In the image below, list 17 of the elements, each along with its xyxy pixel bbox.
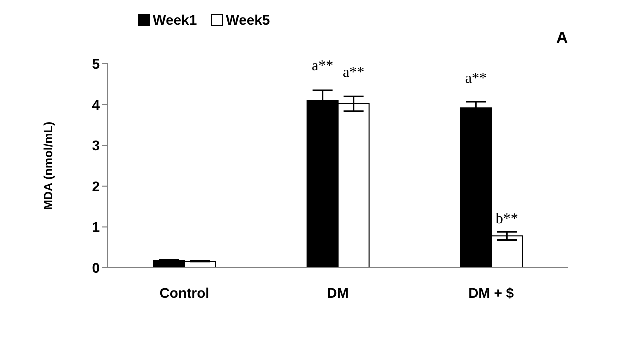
y-tick-label: 5: [92, 56, 100, 72]
annotation: a**: [312, 58, 334, 75]
annotation: a**: [465, 70, 488, 87]
x-tick-label: DM: [327, 284, 349, 301]
y-tick-label: 4: [92, 96, 100, 113]
y-tick-label: 3: [92, 138, 100, 154]
x-tick-label: DM + $: [468, 284, 514, 301]
annotation: a**: [342, 65, 365, 82]
annotation: b**: [496, 211, 518, 228]
x-tick-label: Control: [160, 284, 210, 301]
y-axis-title: MDA (nmol/mL): [41, 122, 56, 210]
y-tick-label: 2: [92, 178, 100, 194]
legend-label: Week1: [153, 12, 198, 28]
chart-title: A: [556, 30, 568, 48]
y-tick-label: 0: [92, 260, 100, 276]
y-tick-label: 1: [92, 219, 100, 236]
legend-label: Week5: [226, 12, 270, 28]
